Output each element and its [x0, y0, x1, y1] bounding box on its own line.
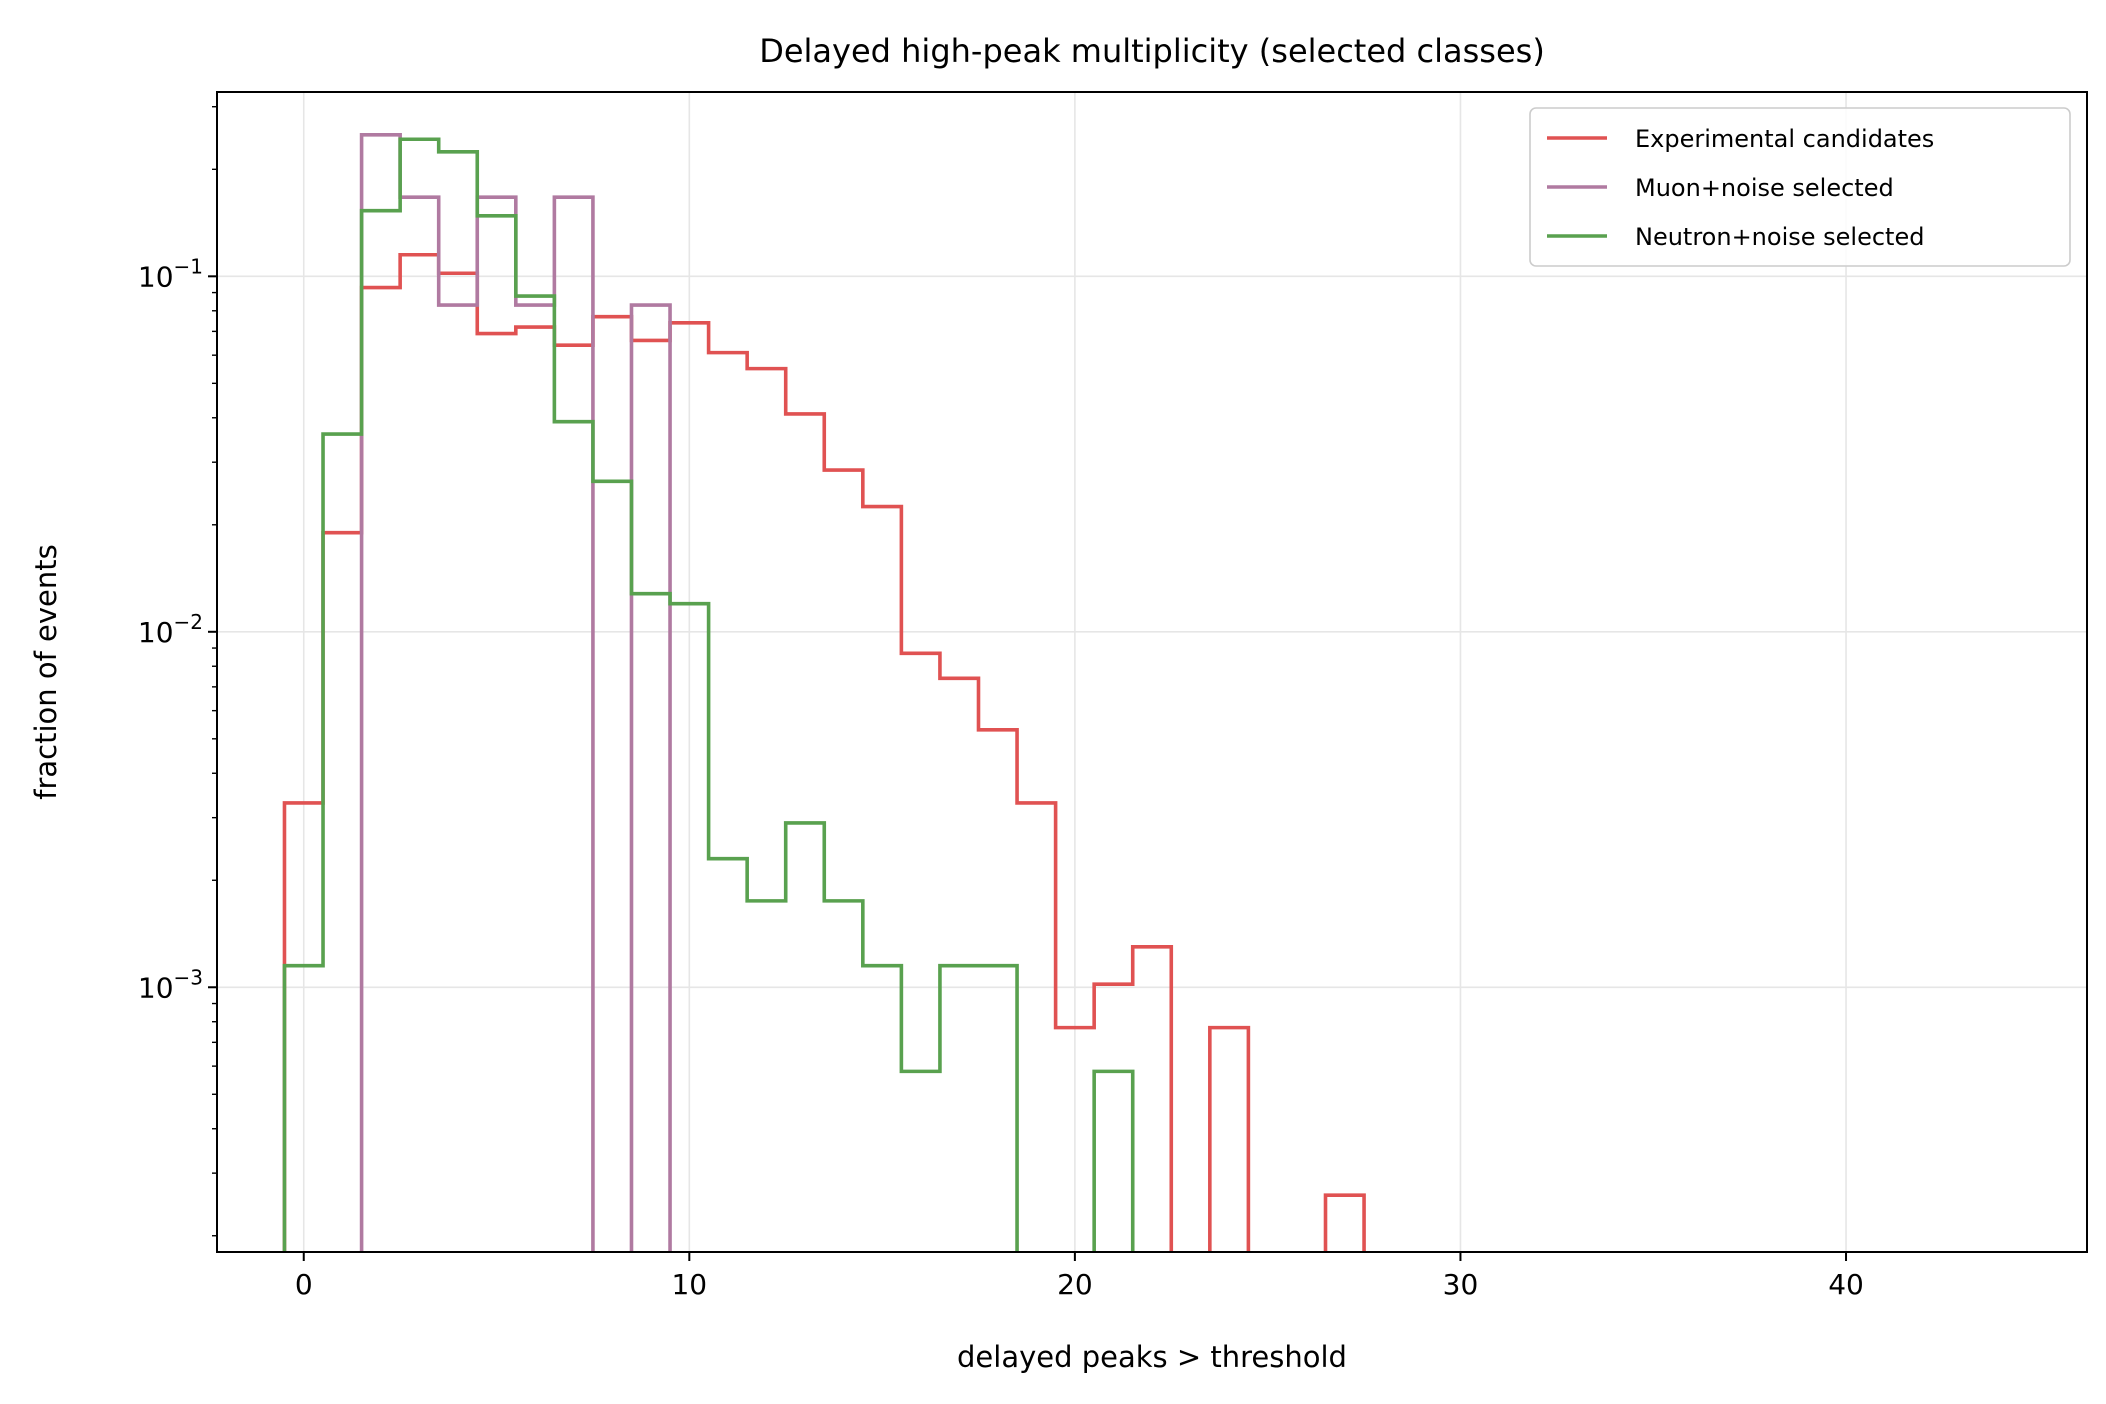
grid [217, 92, 2087, 1252]
legend-box [1529, 107, 2071, 267]
plot-frame [216, 91, 2088, 1253]
x-tick-label: 20 [1057, 1268, 1093, 1301]
legend-label-experimental-candidates: Experimental candidates [1635, 125, 1934, 153]
x-tick-label: 10 [671, 1268, 707, 1301]
series-neutron-noise-selected [282, 137, 1135, 1252]
series-layer [282, 133, 1366, 1252]
y-tick-label: 10−3 [138, 965, 203, 1004]
chart-title: Delayed high-peak multiplicity (selected… [759, 32, 1545, 70]
y-tick-label: 10−1 [138, 254, 203, 293]
x-tick-label: 30 [1443, 1268, 1479, 1301]
axis-ticks: 0 10 20 30 40 10−1 10−2 10−3 [138, 106, 1864, 1301]
series-muon-noise-selected [359, 133, 672, 1252]
y-axis-label: fraction of events [29, 544, 63, 800]
x-tick-label: 40 [1828, 1268, 1864, 1301]
series-experimental-candidates [282, 252, 1366, 1252]
legend: Experimental candidates Muon+noise select… [1529, 107, 2071, 267]
legend-label-neutron-noise-selected: Neutron+noise selected [1635, 223, 1924, 251]
x-axis-label: delayed peaks > threshold [957, 1340, 1347, 1374]
x-tick-label: 0 [295, 1268, 313, 1301]
y-tick-label: 10−2 [138, 610, 203, 649]
legend-label-muon-noise-selected: Muon+noise selected [1635, 174, 1894, 202]
